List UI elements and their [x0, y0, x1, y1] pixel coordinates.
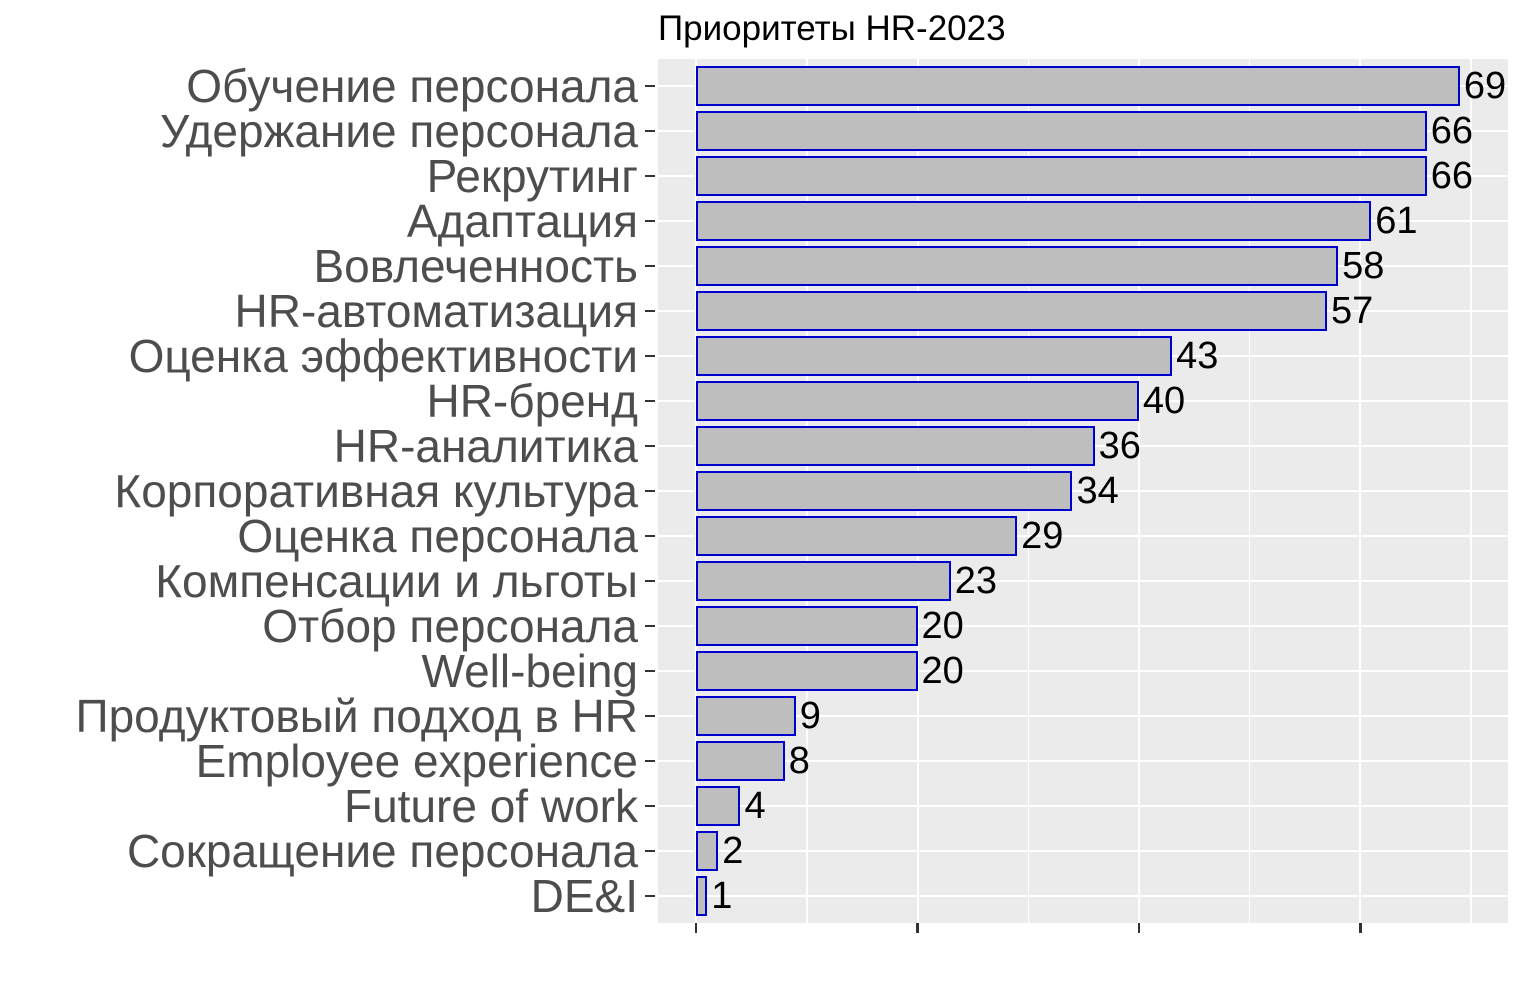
bar-value-label: 43: [1176, 335, 1219, 377]
bar-value-label: 66: [1430, 155, 1473, 197]
gridline-major-horizontal: [658, 715, 1508, 717]
y-axis-tick: [645, 669, 655, 673]
y-axis-tick: [645, 534, 655, 538]
y-axis-tick: [645, 84, 655, 88]
y-axis-tick: [645, 174, 655, 178]
bar-value-label: 36: [1098, 425, 1141, 467]
bar-value-label: 40: [1142, 380, 1186, 422]
gridline-major-horizontal: [658, 760, 1508, 762]
y-axis-label: Корпоративная культура: [114, 465, 638, 517]
bar: [696, 740, 785, 782]
y-axis-tick: [645, 489, 655, 493]
y-axis-label: Компенсации и льготы: [155, 555, 638, 607]
y-axis-tick: [645, 624, 655, 628]
bar: [696, 695, 796, 737]
bar: [696, 155, 1427, 197]
y-axis-tick: [645, 219, 655, 223]
bar: [696, 200, 1372, 242]
y-axis-label: Продуктовый подход в HR: [75, 690, 638, 742]
gridline-major-horizontal: [658, 490, 1508, 492]
y-axis-tick: [645, 714, 655, 718]
bar-value-label: 61: [1375, 200, 1418, 242]
bar-value-label: 20: [921, 650, 964, 692]
bar-value-label: 57: [1331, 290, 1374, 332]
gridline-major-horizontal: [658, 625, 1508, 627]
y-axis-tick: [645, 894, 655, 898]
y-axis-label: Рекрутинг: [426, 150, 638, 202]
bar: [696, 245, 1339, 287]
bar-value-label: 20: [921, 605, 964, 647]
y-axis-label: HR-автоматизация: [234, 285, 639, 337]
bar: [696, 65, 1460, 107]
y-axis-label: Отбор персонала: [262, 600, 638, 652]
y-axis-label: HR-бренд: [426, 375, 638, 427]
y-axis-label: Обучение персонала: [186, 60, 638, 112]
gridline-major-horizontal: [658, 670, 1508, 672]
chart-title: Приоритеты HR-2023: [658, 9, 1006, 48]
gridline-major-horizontal: [658, 535, 1508, 537]
y-axis-tick: [645, 264, 655, 268]
y-axis-label: Удержание персонала: [159, 105, 638, 157]
y-axis-label: Сокращение персонала: [126, 825, 638, 877]
bar-value-label: 34: [1076, 470, 1119, 512]
y-axis-label: DE&I: [530, 870, 638, 922]
bar-value-label: 66: [1430, 110, 1473, 152]
bar: [696, 380, 1139, 422]
gridline-major-horizontal: [658, 850, 1508, 852]
y-axis-tick: [645, 759, 655, 763]
bar: [696, 785, 741, 827]
bar: [696, 290, 1328, 332]
y-axis-label: Employee experience: [195, 735, 638, 787]
bar-value-label: 2: [722, 830, 744, 872]
bar-value-label: 9: [799, 695, 821, 737]
y-axis-tick: [645, 399, 655, 403]
y-axis-label: Оценка персонала: [237, 510, 638, 562]
bar-value-label: 4: [744, 785, 766, 827]
bar-value-label: 29: [1021, 515, 1064, 557]
gridline-major-horizontal: [658, 580, 1508, 582]
y-axis-tick: [645, 804, 655, 808]
y-axis-tick: [645, 579, 655, 583]
y-axis-label: Future of work: [344, 780, 638, 832]
bar: [696, 470, 1073, 512]
bar: [696, 515, 1018, 557]
bar: [696, 650, 918, 692]
y-axis-label: Вовлеченность: [313, 240, 638, 292]
bar-value-label: 58: [1342, 245, 1385, 287]
y-axis-label: HR-аналитика: [333, 420, 638, 472]
bar: [696, 605, 918, 647]
bar: [696, 425, 1095, 467]
bar-value-label: 69: [1463, 65, 1507, 107]
x-axis-tick: [916, 923, 919, 933]
bar: [696, 560, 951, 602]
bar-value-label: 1: [711, 875, 733, 917]
y-axis-tick: [645, 354, 655, 358]
y-axis-label: Оценка эффективности: [128, 330, 638, 382]
y-axis-tick: [645, 309, 655, 313]
bar: [696, 335, 1173, 377]
gridline-major-horizontal: [658, 895, 1508, 897]
y-axis-tick: [645, 849, 655, 853]
y-axis-label: Well-being: [421, 645, 638, 697]
bar: [696, 110, 1427, 152]
y-axis-label: Адаптация: [406, 195, 638, 247]
x-axis-tick: [694, 923, 698, 933]
bar-value-label: 23: [954, 560, 997, 602]
bar-value-label: 8: [788, 740, 810, 782]
gridline-major-horizontal: [658, 805, 1508, 807]
bar: [696, 830, 719, 872]
y-axis-tick: [645, 444, 655, 448]
bar: [696, 875, 708, 917]
y-axis-tick: [645, 129, 655, 133]
x-axis-tick: [1137, 923, 1141, 933]
x-axis-tick: [1359, 923, 1362, 933]
